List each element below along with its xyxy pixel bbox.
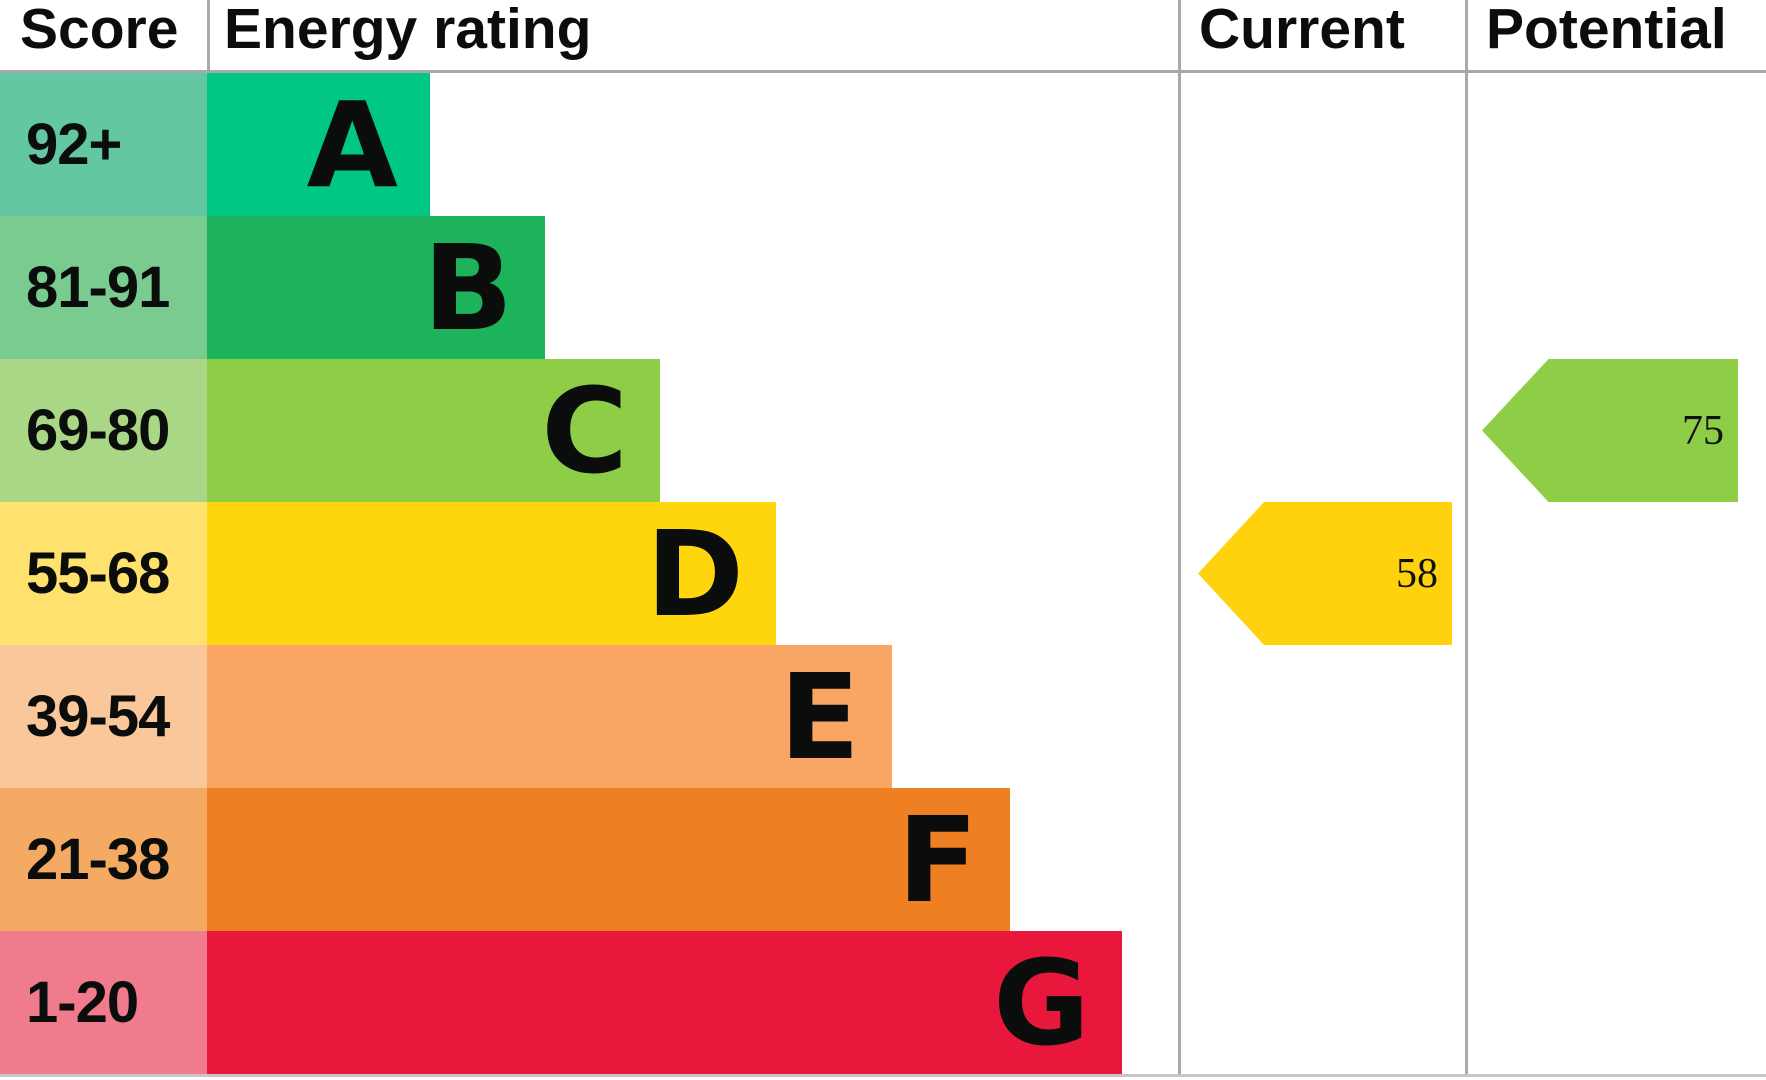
- rating-bar: B: [207, 216, 545, 359]
- band-row: 92+ A: [0, 73, 1766, 216]
- header-row: Score Energy rating Current Potential: [0, 0, 1766, 70]
- band-rows: 92+ A 81-91 B 69-80 C 55-68 D 39-54: [0, 73, 1766, 1074]
- rating-letter: E: [779, 647, 860, 786]
- band-row: 81-91 B: [0, 216, 1766, 359]
- score-label: 1-20: [26, 970, 139, 1035]
- band-row: 1-20 G: [0, 931, 1766, 1074]
- rating-letter: C: [541, 361, 628, 500]
- chart-bottom-border: [0, 1074, 1766, 1077]
- rating-letter: F: [897, 790, 978, 929]
- rating-bar: E: [207, 645, 892, 788]
- rating-bar: G: [207, 931, 1122, 1074]
- score-cell: 69-80: [0, 359, 207, 502]
- rating-letter: D: [646, 504, 744, 643]
- score-label: 55-68: [26, 541, 170, 606]
- current-header: Current: [1199, 0, 1405, 61]
- score-label: 39-54: [26, 684, 170, 749]
- band-row: 39-54 E: [0, 645, 1766, 788]
- score-cell: 55-68: [0, 502, 207, 645]
- score-label: 92+: [26, 112, 122, 177]
- current-column-divider: [1178, 0, 1181, 1074]
- potential-header: Potential: [1486, 0, 1727, 61]
- rating-letter: A: [306, 75, 398, 214]
- rating-letter: G: [993, 933, 1090, 1072]
- rating-bar: D: [207, 502, 776, 645]
- score-label: 81-91: [26, 255, 170, 320]
- current-rating-value: 58: [1396, 550, 1438, 597]
- score-cell: 39-54: [0, 645, 207, 788]
- score-label: 69-80: [26, 398, 170, 463]
- score-cell: 21-38: [0, 788, 207, 931]
- score-column-divider: [207, 0, 210, 70]
- score-cell: 81-91: [0, 216, 207, 359]
- header-bottom-border: [0, 70, 1766, 73]
- rating-bar: A: [207, 73, 430, 216]
- score-label: 21-38: [26, 827, 170, 892]
- potential-column-divider: [1465, 0, 1468, 1074]
- band-row: 69-80 C: [0, 359, 1766, 502]
- band-row: 21-38 F: [0, 788, 1766, 931]
- band-row: 55-68 D: [0, 502, 1766, 645]
- score-cell: 1-20: [0, 931, 207, 1074]
- potential-rating-value: 75: [1682, 407, 1724, 454]
- score-header: Score: [20, 0, 179, 61]
- energy-rating-header: Energy rating: [224, 0, 592, 61]
- rating-bar: F: [207, 788, 1010, 931]
- rating-bar: C: [207, 359, 660, 502]
- score-cell: 92+: [0, 73, 207, 216]
- rating-letter: B: [423, 218, 513, 357]
